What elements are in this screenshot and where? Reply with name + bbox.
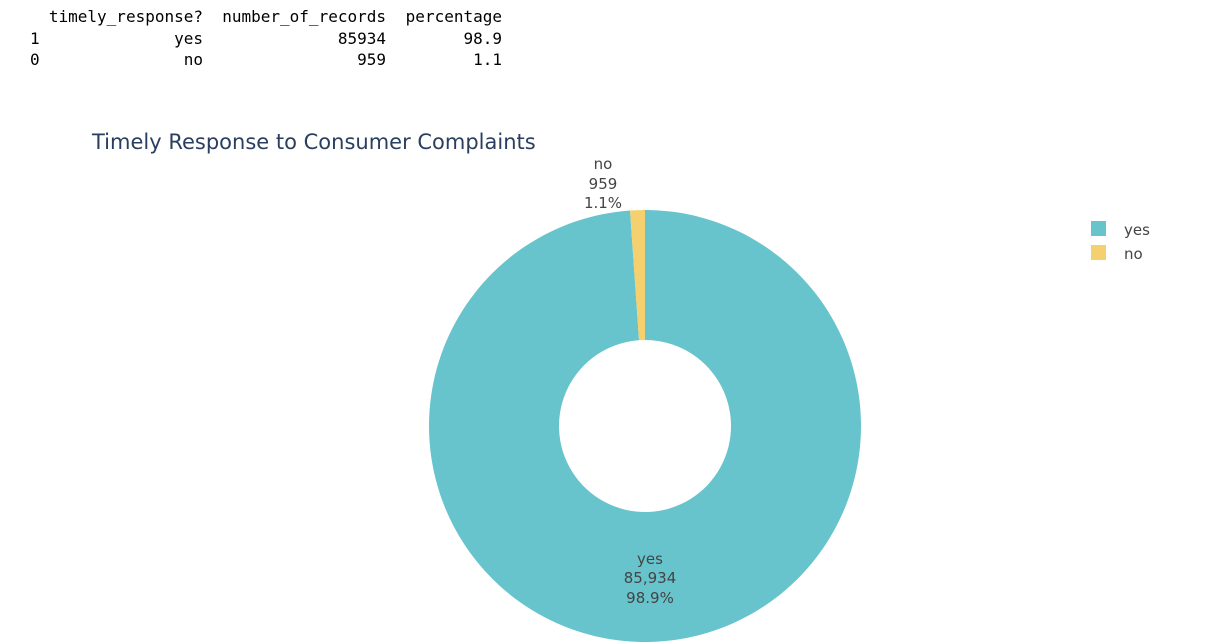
legend-item-yes[interactable]: yes: [1091, 221, 1150, 239]
legend-swatch-yes: [1091, 221, 1106, 236]
slice-label-name: yes: [637, 550, 663, 568]
table-header-cell: timely_response?: [48, 7, 203, 26]
dataframe-output: timely_response? number_of_records perce…: [0, 0, 520, 80]
legend-swatch-no: [1091, 245, 1106, 260]
legend-item-no[interactable]: no: [1091, 245, 1143, 263]
table-cell: 959: [357, 50, 386, 69]
donut-slices: [429, 210, 862, 642]
table-cell: 85934: [337, 29, 386, 48]
table-cell: 1.1: [473, 50, 502, 69]
legend[interactable]: yes no: [1091, 221, 1150, 263]
table-header-row: timely_response? number_of_records perce…: [0, 7, 520, 28]
table-cell: no: [183, 50, 203, 69]
table-header-cell: percentage: [405, 7, 502, 26]
slice-label-percent: 1.1%: [584, 194, 622, 212]
donut-slice-yes[interactable]: [429, 210, 862, 642]
slice-label-value: 85,934: [624, 569, 677, 587]
table-row-index: 1: [30, 29, 40, 48]
slice-label-yes: yes 85,934 98.9%: [624, 550, 677, 607]
table-cell: 98.9: [463, 29, 502, 48]
legend-label: yes: [1124, 221, 1150, 239]
table-row-index: 0: [30, 50, 40, 69]
chart-title: Timely Response to Consumer Complaints: [91, 130, 536, 154]
table-row: 0 no 959 1.1: [0, 50, 520, 71]
table-header-cell: number_of_records: [222, 7, 386, 26]
donut-slice-no[interactable]: [630, 210, 645, 341]
slice-label-percent: 98.9%: [626, 589, 674, 607]
slice-label-no: no 959 1.1%: [584, 155, 622, 212]
table-cell: yes: [174, 29, 203, 48]
slice-label-name: no: [594, 155, 613, 173]
table-row: 1 yes 85934 98.9: [0, 29, 520, 50]
slice-label-value: 959: [589, 175, 618, 193]
legend-label: no: [1124, 245, 1143, 263]
